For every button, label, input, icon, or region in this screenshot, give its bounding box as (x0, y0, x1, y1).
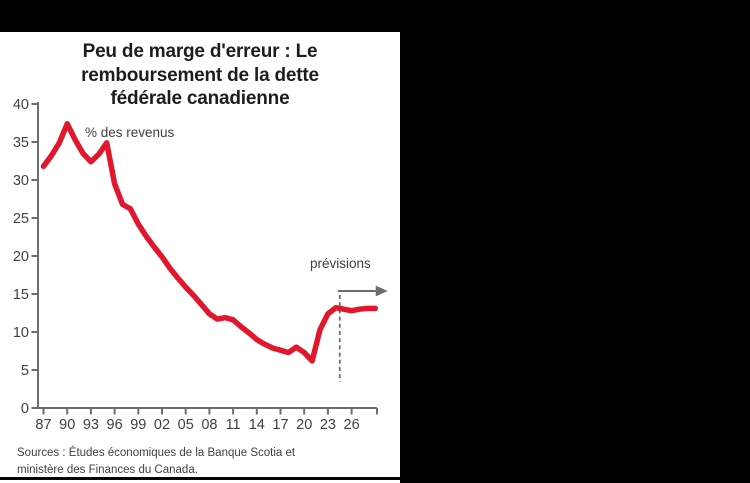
forecast-arrow-head (375, 285, 388, 297)
x-tick-label: 87 (35, 417, 51, 433)
chart-title-line1: Peu de marge d'erreur : Le (82, 41, 318, 62)
sources-line1: Sources : Études économiques de la Banqu… (17, 447, 296, 459)
sources-note: Sources : Études économiques de la Banqu… (17, 445, 295, 479)
y-tick-label: 10 (13, 325, 29, 341)
data-line-debt-repayment (40, 121, 379, 364)
y-tick-label: 25 (13, 211, 29, 227)
bottom-divider (0, 477, 400, 480)
x-tick-label: 05 (178, 417, 194, 433)
x-tick-label: 17 (272, 417, 288, 433)
x-tick-label: 93 (83, 417, 99, 433)
x-tick-label: 26 (344, 417, 360, 433)
chart-title-line2: remboursement de la dette (81, 64, 319, 86)
chart-panel: 0 5 10 15 20 25 30 35 40 87 90 93 96 99 02 05 08 11 14 17 20… (0, 32, 400, 483)
chart-title: Peu de marge d'erreur : Le remboursement… (0, 40, 400, 111)
forecast-annotation-label: prévisions (310, 256, 371, 271)
y-tick-label: 0 (21, 401, 29, 417)
chart-title-line3: fédérale canadienne (110, 88, 290, 109)
x-tick-label: 14 (249, 417, 265, 433)
x-tick-label: 20 (296, 417, 312, 433)
y-tick-label: 20 (13, 249, 29, 265)
x-tick-label: 02 (154, 417, 170, 433)
y-axis-unit-label: % des revenus (85, 125, 175, 140)
axis-frame (37, 102, 377, 409)
y-tick-label: 30 (13, 173, 29, 189)
y-tick-label: 40 (13, 97, 29, 113)
x-tick-label: 08 (201, 417, 217, 433)
y-tick-label: 5 (21, 363, 29, 379)
y-tick-label: 35 (13, 135, 29, 151)
x-tick-label: 99 (130, 417, 146, 433)
x-tick-label: 90 (59, 417, 75, 433)
y-tick-label: 15 (13, 287, 29, 303)
sources-line2: ministère des Finances du Canada. (17, 464, 198, 476)
x-tick-label: 96 (107, 417, 123, 433)
x-tick-label: 11 (226, 417, 241, 433)
x-tick-label: 23 (320, 417, 336, 433)
